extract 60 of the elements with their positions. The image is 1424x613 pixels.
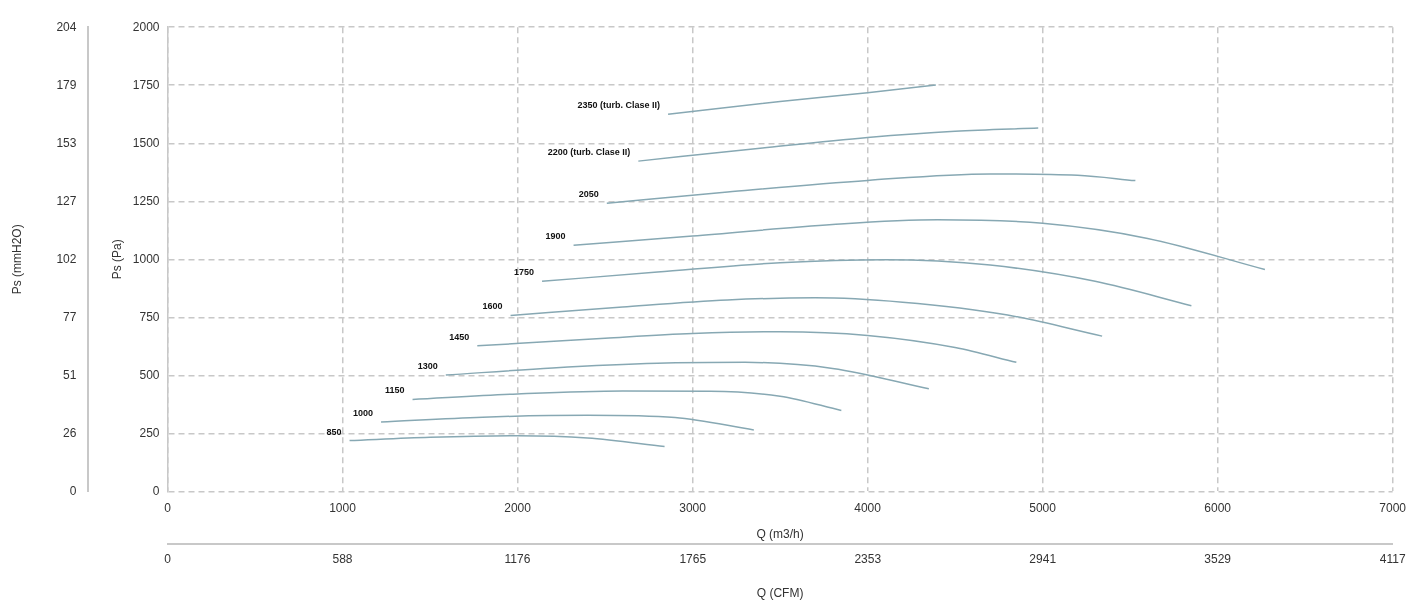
y2-tick-label: 153 [56, 135, 77, 150]
line-series [411, 390, 843, 412]
series-label: 1900 [545, 231, 566, 242]
line-series [509, 297, 1103, 337]
y2-tick-label: 0 [69, 483, 77, 498]
x-tick-label: 7000 [1379, 500, 1407, 515]
x-tick-label: 6000 [1204, 500, 1232, 515]
x2-axis-title: Q (CFM) [756, 586, 804, 601]
series-label: 2050 [578, 189, 599, 200]
line-series [445, 361, 930, 390]
y2-tick-label: 77 [63, 309, 77, 324]
y2-axis-title: Ps (mmH2O) [9, 224, 24, 295]
y2-tick-label: 179 [56, 77, 77, 92]
y2-tick-label: 26 [63, 425, 77, 440]
x2-tick-label: 4117 [1379, 551, 1406, 566]
series-label: 850 [326, 426, 342, 437]
line-series [380, 414, 755, 431]
series-label: 1300 [417, 361, 438, 372]
x2-tick-label: 588 [332, 551, 353, 566]
x2-tick-label: 2941 [1029, 551, 1057, 566]
y-tick-label: 0 [152, 483, 160, 498]
line-series [572, 219, 1266, 271]
y-tick-label: 500 [139, 367, 160, 382]
series-label: 1450 [449, 331, 470, 342]
series-label: 1600 [482, 301, 503, 312]
series-label: 1000 [353, 407, 374, 418]
y-axis-title: Ps (Pa) [109, 239, 124, 280]
x-axis-title: Q (m3/h) [756, 527, 804, 542]
series-label: 2350 (turb. Clase II) [577, 100, 661, 111]
y-tick-label: 1000 [132, 251, 160, 266]
x2-tick-label: 0 [164, 551, 172, 566]
series-label: 1750 [514, 267, 535, 278]
y-tick-label: 1750 [132, 77, 160, 92]
line-series [348, 434, 666, 448]
x2-tick-label: 1176 [504, 551, 531, 566]
x-tick-label: 3000 [679, 500, 707, 515]
x2-tick-label: 1765 [679, 551, 707, 566]
y-tick-label: 1250 [132, 193, 160, 208]
x2-tick-label: 3529 [1204, 551, 1232, 566]
y-tick-label: 2000 [132, 19, 160, 34]
x-tick-label: 4000 [854, 500, 882, 515]
x-tick-label: 1000 [329, 500, 357, 515]
series-label: 2200 (turb. Clase II) [547, 147, 631, 158]
x-tick-label: 0 [164, 500, 172, 515]
line-series [637, 127, 1039, 162]
series-label: 1150 [385, 385, 405, 396]
x2-tick-label: 2353 [854, 551, 882, 566]
line-series [606, 173, 1137, 204]
y-tick-label: 750 [139, 309, 160, 324]
y2-tick-label: 127 [56, 193, 77, 208]
y2-tick-label: 51 [63, 367, 77, 382]
line-series [541, 259, 1193, 307]
y2-tick-label: 204 [56, 19, 77, 34]
y-tick-label: 250 [139, 425, 160, 440]
x-tick-label: 2000 [504, 500, 532, 515]
x-tick-label: 5000 [1029, 500, 1057, 515]
y-tick-label: 1500 [132, 135, 160, 150]
y2-tick-label: 102 [56, 251, 77, 266]
line-series [476, 330, 1018, 364]
line-series [667, 84, 937, 115]
